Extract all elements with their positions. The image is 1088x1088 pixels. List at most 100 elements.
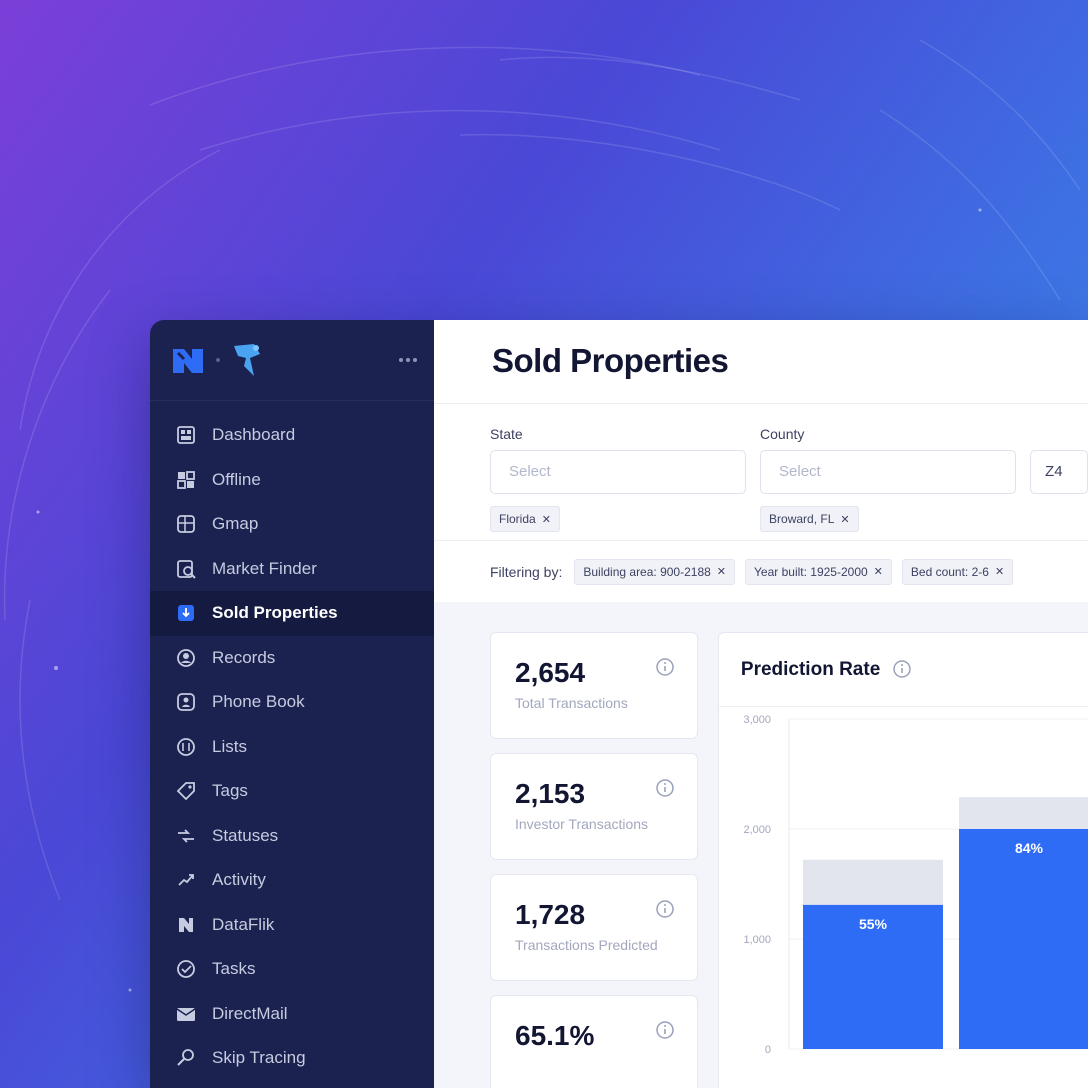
- sidebar-collapse-button[interactable]: [396, 354, 420, 366]
- kpi-value: 65.1%: [515, 1020, 595, 1051]
- sidebar-item-dataflik[interactable]: DataFlik: [150, 903, 434, 948]
- kpi-card: 65.1%: [490, 995, 698, 1088]
- sidebar-nav: Dashboard Offline Gmap Market Finder Sold Pr…: [150, 413, 434, 1081]
- kpi-label: Investor Transactions: [515, 816, 649, 832]
- sidebar-item-phone-book[interactable]: Phone Book: [150, 680, 434, 725]
- sidebar-item-tags[interactable]: Tags: [150, 769, 434, 814]
- brand-logo-icon: [173, 349, 203, 373]
- info-icon[interactable]: [655, 899, 675, 919]
- bar-predicted: [802, 904, 943, 1049]
- info-icon[interactable]: [655, 778, 675, 798]
- page-title: Sold Properties: [492, 342, 729, 379]
- activity-icon: [174, 868, 198, 892]
- page-header: Sold Properties: [434, 320, 1088, 404]
- sidebar-item-label: Statuses: [212, 825, 279, 845]
- sidebar-item-dashboard[interactable]: Dashboard: [150, 413, 434, 458]
- county-select[interactable]: Select: [760, 450, 1017, 494]
- sidebar-item-label: Offline: [212, 469, 261, 489]
- sidebar-item-label: Skip Tracing: [212, 1048, 306, 1068]
- prediction-rate-card: Prediction Rate 3,000 2,000 1,000 0 55% 84%: [717, 632, 1088, 1088]
- sidebar-item-directmail[interactable]: DirectMail: [150, 992, 434, 1037]
- sidebar-item-label: Phone Book: [212, 692, 305, 712]
- kpi-card: 1,728 Transactions Predicted: [490, 874, 698, 981]
- sidebar-item-label: Tasks: [212, 959, 256, 979]
- filter-chip: Bed count: 2-6 ✕: [901, 558, 1014, 585]
- main-content: Sold Properties State Select Florida ✕ C…: [434, 320, 1088, 1088]
- filter-chip: Building area: 900-2188 ✕: [574, 558, 736, 585]
- state-select[interactable]: Select: [490, 450, 747, 494]
- county-chip-label: Broward, FL: [769, 512, 835, 526]
- filter-chip: Year built: 1925-2000 ✕: [745, 558, 892, 585]
- zip-filter: Z4: [1030, 426, 1088, 532]
- partner-logo-icon: [234, 344, 260, 376]
- info-icon[interactable]: [655, 1020, 675, 1040]
- sidebar-item-label: Tags: [212, 781, 248, 801]
- county-filter: County Select Broward, FL ✕: [760, 426, 1017, 532]
- remove-chip-icon[interactable]: ✕: [994, 566, 1005, 578]
- filter-chip-label: Bed count: 2-6: [910, 564, 989, 579]
- county-chip: Broward, FL ✕: [760, 506, 859, 532]
- sidebar-item-activity[interactable]: Activity: [150, 858, 434, 903]
- y-tick-label: 0: [765, 1044, 771, 1056]
- lists-icon: [174, 735, 198, 759]
- kpi-label: Total Transactions: [515, 695, 628, 711]
- y-tick-label: 3,000: [743, 714, 771, 726]
- chart-title: Prediction Rate: [740, 659, 881, 680]
- direct-mail-icon: [174, 1002, 198, 1026]
- logo[interactable]: [170, 340, 266, 380]
- records-icon: [174, 646, 198, 670]
- sidebar-divider: [150, 400, 434, 401]
- sidebar-item-tasks[interactable]: Tasks: [150, 947, 434, 992]
- sidebar-item-sold-properties[interactable]: Sold Properties: [150, 591, 434, 636]
- app-window: Dashboard Offline Gmap Market Finder Sold Pr…: [150, 320, 1088, 1088]
- sidebar-item-label: Market Finder: [212, 558, 317, 578]
- sidebar-item-offline[interactable]: Offline: [150, 458, 434, 503]
- sold-properties-icon: [174, 601, 198, 625]
- state-chip: Florida ✕: [490, 506, 560, 532]
- state-filter: State Select Florida ✕: [490, 426, 747, 532]
- sidebar-item-gmap[interactable]: Gmap: [150, 502, 434, 547]
- sidebar-item-skip-tracing[interactable]: Skip Tracing: [150, 1036, 434, 1081]
- remove-chip-icon[interactable]: ✕: [873, 566, 883, 578]
- tasks-icon: [174, 957, 198, 981]
- county-filter-label: County: [760, 426, 805, 442]
- bar-predicted: [958, 829, 1088, 1049]
- dashboard-icon: [174, 423, 198, 447]
- sidebar-item-label: Gmap: [212, 514, 259, 534]
- map-icon: [174, 512, 198, 536]
- bar-data-label: 84%: [1015, 840, 1044, 856]
- sidebar-item-label: Activity: [212, 870, 266, 890]
- sidebar-item-label: Records: [212, 647, 276, 667]
- state-filter-label: State: [490, 426, 523, 442]
- zip-select[interactable]: Z4: [1030, 450, 1088, 494]
- remove-chip-icon[interactable]: ✕: [716, 566, 727, 578]
- kpi-card: 2,153 Investor Transactions: [490, 753, 698, 860]
- state-chip-label: Florida: [499, 512, 536, 526]
- sidebar-item-market-finder[interactable]: Market Finder: [150, 547, 434, 592]
- sidebar-item-lists[interactable]: Lists: [150, 725, 434, 770]
- kpi-card: 2,654 Total Transactions: [490, 632, 698, 739]
- kpi-value: 2,654: [515, 657, 586, 688]
- sidebar-item-label: DirectMail: [212, 1003, 288, 1023]
- remove-chip-icon[interactable]: ✕: [840, 513, 850, 526]
- info-icon[interactable]: [655, 657, 675, 677]
- prediction-rate-chart: 3,000 2,000 1,000 0 55% 84%: [743, 714, 1088, 1056]
- statuses-icon: [174, 824, 198, 848]
- sidebar-item-label: Sold Properties: [212, 603, 338, 623]
- sidebar-header: [150, 320, 434, 400]
- sidebar-item-statuses[interactable]: Statuses: [150, 814, 434, 859]
- info-icon[interactable]: [892, 659, 912, 679]
- dataflik-icon: [174, 913, 198, 937]
- kpi-value: 1,728: [515, 899, 586, 930]
- bar-data-label: 55%: [859, 916, 888, 932]
- filter-chip-label: Year built: 1925-2000: [754, 564, 868, 579]
- filters-panel: State Select Florida ✕ County Select B: [434, 404, 1088, 540]
- filtered-by-bar: Filtering by: Building area: 900-2188 ✕ Ye…: [434, 540, 1088, 602]
- tags-icon: [174, 779, 198, 803]
- sidebar-item-label: DataFlik: [212, 914, 275, 934]
- kpi-value: 2,153: [515, 778, 586, 809]
- finder-icon: [174, 557, 198, 581]
- remove-chip-icon[interactable]: ✕: [541, 513, 551, 526]
- sidebar-item-records[interactable]: Records: [150, 636, 434, 681]
